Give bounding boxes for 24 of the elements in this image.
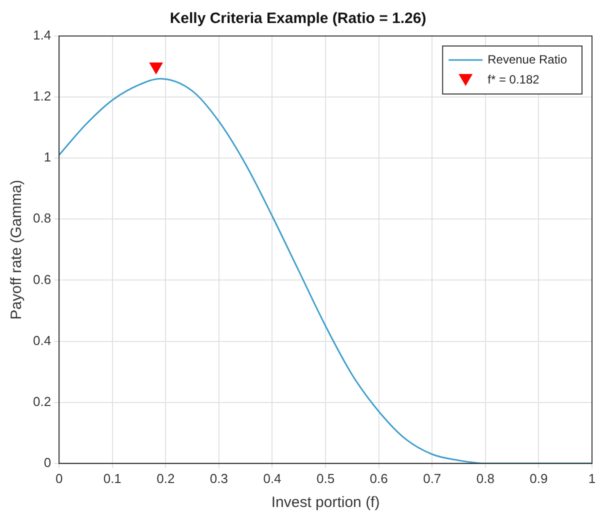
x-tick-label: 0 [55, 470, 63, 486]
x-tick-label: 1 [588, 470, 596, 486]
x-tick-label: 0.5 [316, 470, 335, 486]
chart-title: Kelly Criteria Example (Ratio = 1.26) [170, 10, 426, 28]
x-tick-label: 0.8 [476, 470, 494, 486]
x-tick-label: 0.7 [423, 470, 442, 486]
y-tick-label: 0.6 [32, 272, 52, 287]
y-tick-label: 1.4 [32, 28, 52, 43]
x-axis-title: Invest portion (f) [271, 494, 380, 512]
y-tick-label: 0.2 [32, 394, 52, 409]
y-tick-label: 1 [44, 150, 52, 165]
y-tick-label: 0 [44, 454, 52, 470]
y-tick-label: 1.2 [32, 88, 52, 104]
x-tick-label: 0.3 [210, 470, 228, 486]
y-tick-label: 0.4 [32, 332, 52, 348]
y-axis-title: Payoff rate (Gamma) [8, 180, 26, 320]
legend-label: f* = 0.182 [488, 72, 540, 86]
x-tick-label: 0.2 [156, 470, 175, 486]
y-tick-label: 0.8 [32, 210, 52, 226]
x-tick-label: 0.1 [103, 470, 122, 486]
x-tick-label: 0.6 [370, 470, 388, 486]
x-tick-label: 0.4 [263, 470, 282, 486]
legend-label: Revenue Ratio [488, 52, 568, 66]
x-tick-label: 0.9 [530, 470, 548, 486]
